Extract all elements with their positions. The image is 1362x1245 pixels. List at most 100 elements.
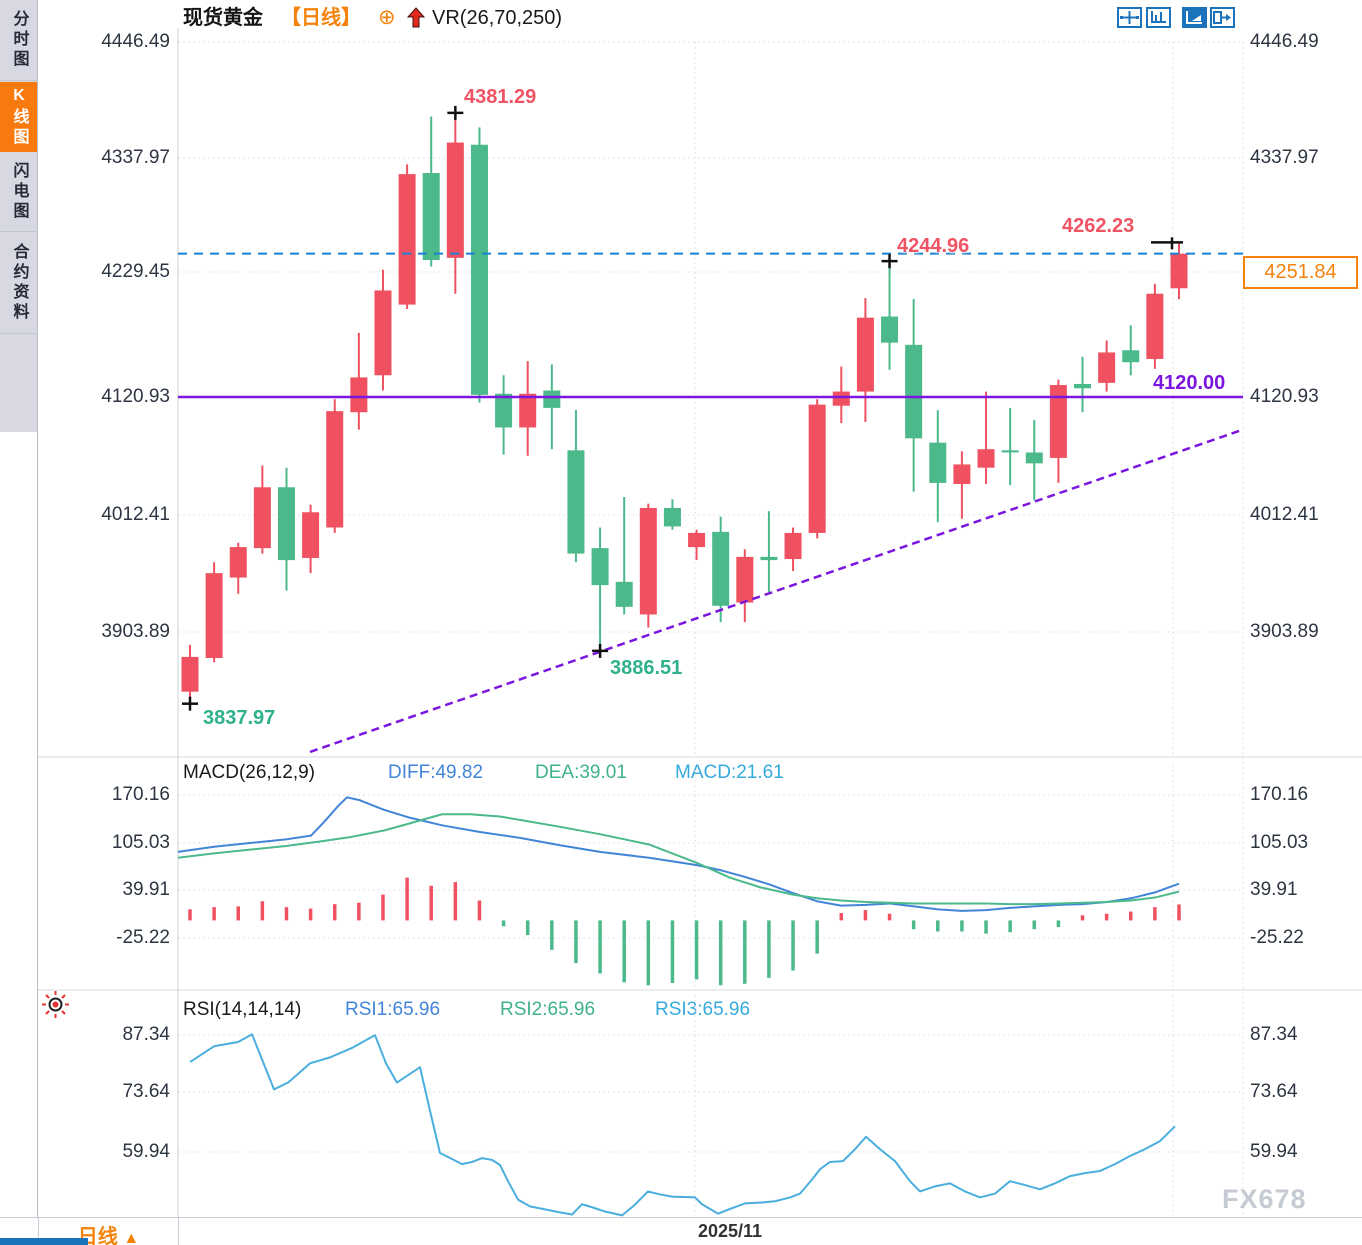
candle-body (374, 290, 392, 376)
y-axis-label: 87.34 (122, 1024, 170, 1045)
macd-histogram-bar (960, 920, 964, 932)
candle-body (543, 390, 561, 408)
pointer-chart-icon (1186, 11, 1202, 24)
y-axis-label: 4337.97 (1250, 147, 1319, 168)
candle-body (1025, 452, 1043, 464)
candle-body (253, 487, 271, 549)
y-axis-right: 4446.494337.974229.454120.934012.413903.… (1250, 0, 1360, 1245)
candle-body (495, 393, 513, 428)
y-axis-label: 4337.97 (101, 147, 170, 168)
sidebar-tab-label: 合约资料 (10, 243, 28, 323)
pan-tool-button[interactable] (1117, 7, 1142, 28)
macd-histogram-bar (1104, 913, 1109, 921)
macd-bar-readout: MACD:21.61 (675, 762, 784, 783)
macd-histogram-bar (477, 900, 482, 921)
macd-histogram-bar (598, 920, 602, 974)
macd-histogram-bar (1177, 904, 1181, 921)
y-axis-label: 105.03 (111, 832, 170, 853)
macd-histogram-bar (887, 913, 892, 921)
candle-body (881, 316, 899, 343)
sidebar-tab-contract-info[interactable]: 合约资料 (0, 233, 37, 334)
exit-arrow-icon (1213, 11, 1231, 24)
macd-histogram-bar (188, 909, 192, 921)
macd-histogram-bar (646, 920, 651, 986)
macd-histogram-bar (1153, 907, 1157, 921)
scale-tool-button[interactable] (1146, 7, 1171, 28)
price-annotation: 4244.96 (897, 235, 970, 257)
y-axis-label: 4120.93 (101, 386, 170, 407)
macd-histogram-bar (212, 907, 216, 921)
y-axis-label: 4229.45 (101, 261, 170, 282)
sidebar-tab-time-chart[interactable]: 分时图 (0, 0, 37, 81)
trend-up-arrow-icon (406, 7, 426, 28)
price-annotation: 4120.00 (1153, 372, 1226, 394)
y-axis-label: 3903.89 (101, 621, 170, 642)
candle-body (326, 411, 344, 528)
sidebar-tab-lightning-chart[interactable]: 闪电图 (0, 153, 37, 232)
candle-body (832, 391, 850, 406)
macd-histogram-bar (550, 920, 554, 950)
y-axis-label: 170.16 (1250, 784, 1309, 805)
y-axis-label: 4446.49 (1250, 31, 1319, 52)
trend-line (309, 428, 1243, 754)
candle-body (205, 573, 223, 658)
macd-histogram-bar (357, 902, 361, 921)
candle-body (422, 173, 440, 261)
y-axis-left: 4446.49 4337.97 4229.45 4120.93 4012.41 3903.… (38, 0, 170, 1245)
macd-histogram-bar (863, 910, 868, 921)
macd-histogram-bar (670, 920, 675, 984)
macd-histogram-bar (1056, 920, 1061, 928)
candle-body (736, 556, 754, 603)
macd-histogram-bar (791, 920, 795, 971)
y-axis-label: 4012.41 (101, 504, 170, 525)
detach-tool-button[interactable] (1210, 7, 1235, 28)
macd-histogram-bar (1032, 920, 1037, 930)
candle-body (398, 174, 416, 305)
divider (38, 1218, 39, 1245)
sidebar-tab-label: K线图 (10, 86, 28, 148)
candle-body (808, 404, 826, 533)
macd-histogram-bar (260, 901, 265, 921)
candle-body (1074, 383, 1092, 389)
macd-histogram-bar (308, 908, 313, 921)
y-axis-label: 170.16 (111, 784, 170, 805)
macd-histogram-bar (453, 882, 458, 921)
indicator-settings-icon[interactable] (42, 991, 69, 1018)
y-axis-label: -25.22 (1250, 927, 1304, 948)
instrument-title: 现货黄金 (183, 7, 263, 29)
macd-histogram-bar (815, 920, 819, 954)
candle-body (977, 449, 995, 468)
macd-dea-line (177, 813, 1180, 906)
indicator-tool-button[interactable] (1182, 7, 1207, 28)
candle-body (302, 512, 320, 558)
price-annotation: 4381.29 (464, 86, 537, 108)
vr-indicator-label: VR(26,70,250) (432, 7, 563, 29)
macd-histogram-bar (381, 894, 385, 921)
macd-histogram-bar (574, 920, 578, 964)
macd-histogram-bar (622, 920, 626, 983)
candle-body (1122, 350, 1140, 363)
y-axis-label: -25.22 (116, 927, 170, 948)
sidebar-tab-kline-chart[interactable]: K线图 (0, 82, 37, 152)
footer-bar: 日线 ▲ 2025/11 (0, 1217, 1362, 1245)
candle-body (567, 450, 585, 554)
macd-histogram-bar (525, 920, 530, 936)
candle-body (929, 442, 947, 483)
rsi-line (189, 1033, 1176, 1217)
last-price-tag: 4251.84 (1243, 256, 1358, 289)
bottom-edge-bar (0, 1238, 88, 1245)
macd-title: MACD(26,12,9) (183, 762, 315, 783)
macd-histogram-bar (718, 920, 723, 986)
price-annotation: 3837.97 (203, 707, 276, 729)
macd-histogram-bar (429, 885, 433, 921)
price-annotation: 4262.23 (1062, 215, 1135, 237)
axis-scale-icon (1151, 11, 1166, 23)
candle-body (470, 144, 488, 395)
macd-diff-readout: DIFF:49.82 (388, 762, 484, 783)
sidebar-tab-label: 分时图 (10, 10, 28, 70)
candle-body (784, 532, 802, 560)
add-indicator-icon[interactable]: ⊕ (378, 6, 396, 29)
period-label[interactable]: 【日线】 (281, 7, 361, 29)
macd-histogram-bar (694, 920, 699, 980)
